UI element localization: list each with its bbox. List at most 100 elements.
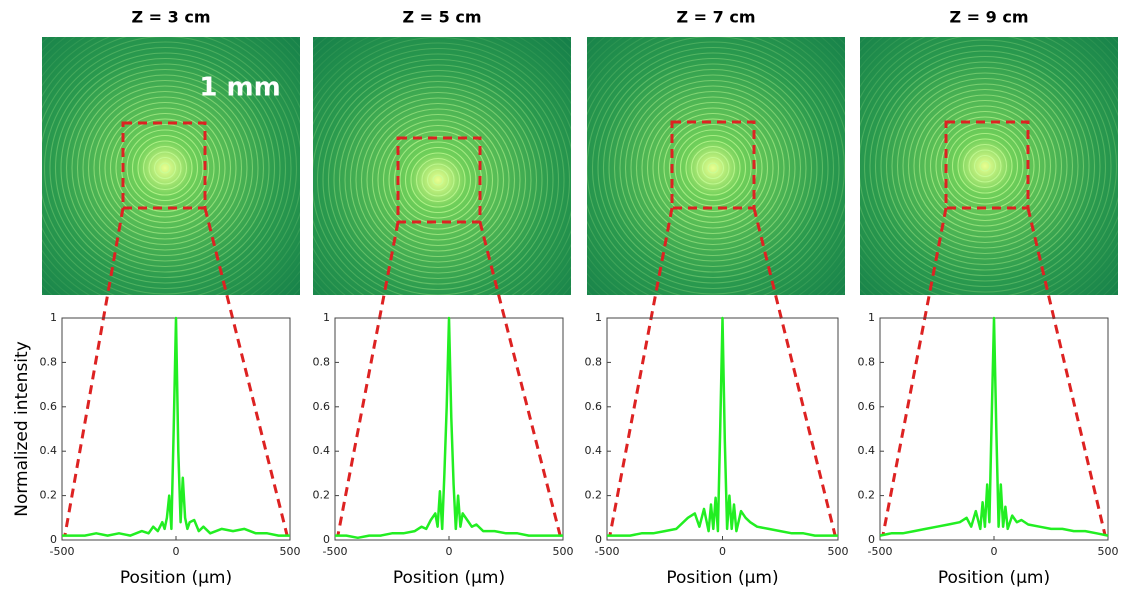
ring — [641, 96, 785, 240]
y-tick-label: 0 — [595, 533, 602, 546]
zoom-box — [396, 136, 482, 224]
y-tick-label: 1 — [323, 311, 330, 324]
ring — [313, 47, 571, 295]
ring — [630, 85, 796, 251]
ring — [366, 108, 510, 252]
zoom-line — [478, 221, 562, 536]
image-glow — [860, 37, 1118, 295]
y-tick-label: 0.8 — [40, 355, 58, 368]
ring — [979, 160, 991, 172]
ring — [896, 77, 1074, 255]
ring — [608, 63, 818, 273]
ring — [87, 90, 243, 246]
x-tick-label: -500 — [868, 545, 893, 558]
ring — [885, 66, 1085, 266]
zoom-line — [1026, 207, 1107, 536]
ring — [338, 80, 538, 280]
ring — [860, 37, 1118, 295]
ring — [432, 174, 444, 186]
ring — [613, 68, 813, 268]
ring — [71, 74, 259, 262]
ring — [426, 168, 450, 192]
ring — [377, 119, 499, 241]
y-tick-label: 1 — [868, 311, 875, 324]
y-tick-label: 0.8 — [858, 355, 876, 368]
ring — [657, 112, 769, 224]
ring — [109, 112, 221, 224]
ring — [707, 162, 719, 174]
ring — [690, 145, 736, 191]
ring — [918, 99, 1052, 233]
profile-line — [607, 316, 838, 537]
ring — [60, 63, 270, 273]
ring — [602, 57, 824, 279]
ring — [902, 83, 1068, 249]
y-tick-label: 0.8 — [313, 355, 331, 368]
ring — [344, 86, 532, 274]
image-glow — [587, 37, 845, 295]
y-tick-label: 0.2 — [858, 489, 876, 502]
ring — [82, 85, 248, 251]
ring — [415, 157, 461, 203]
ring — [131, 134, 199, 202]
ring — [619, 74, 807, 262]
ring — [962, 143, 1008, 189]
ring — [924, 105, 1046, 227]
ring — [913, 94, 1057, 238]
y-tick-label: 0.6 — [40, 400, 58, 413]
ring — [76, 79, 254, 257]
ring — [313, 42, 571, 295]
ring — [137, 140, 193, 196]
ring — [624, 79, 802, 257]
x-tick-label: 0 — [991, 545, 998, 558]
y-tick-label: 1 — [50, 311, 57, 324]
ring — [360, 102, 516, 258]
y-tick-label: 0.8 — [585, 355, 603, 368]
ring — [410, 152, 466, 208]
ring — [951, 132, 1019, 200]
ring — [973, 154, 997, 178]
ring-image — [42, 37, 300, 295]
ring — [93, 96, 237, 240]
ring — [327, 69, 549, 291]
y-tick-label: 0.4 — [40, 444, 58, 457]
ring — [333, 75, 543, 285]
ring — [43, 46, 287, 290]
x-tick-label: 0 — [446, 545, 453, 558]
zoom-line — [63, 207, 125, 536]
profile-line — [879, 316, 1109, 537]
y-tick-label: 0 — [50, 533, 57, 546]
x-tick-label: 500 — [553, 545, 574, 558]
ring — [869, 50, 1101, 282]
panel-title: Z = 5 cm — [402, 8, 481, 27]
ring — [355, 97, 521, 263]
ring — [674, 129, 752, 207]
y-tick-label: 0.4 — [858, 444, 876, 457]
ring-image — [860, 37, 1118, 295]
x-axis-label: Position (μm) — [393, 568, 505, 588]
ring — [126, 129, 204, 207]
y-tick-label: 0.2 — [40, 489, 58, 502]
profile-line — [335, 316, 563, 540]
ring — [142, 145, 188, 191]
image-glow — [42, 37, 300, 295]
y-tick-label: 0.6 — [858, 400, 876, 413]
panel-title: Z = 7 cm — [676, 8, 755, 27]
ring — [313, 53, 565, 295]
zoom-box — [121, 121, 207, 210]
x-axis-label: Position (μm) — [938, 568, 1050, 588]
ring — [663, 118, 763, 218]
x-tick-label: 500 — [828, 545, 849, 558]
ring — [929, 110, 1041, 222]
zoom-line — [752, 207, 837, 536]
ring — [935, 116, 1035, 216]
ring — [42, 41, 292, 295]
y-tick-label: 0.6 — [585, 400, 603, 413]
ring — [957, 138, 1013, 194]
image-glow — [313, 37, 571, 295]
y-tick-label: 0 — [868, 533, 875, 546]
ring — [668, 123, 758, 213]
ring — [54, 57, 276, 279]
ring — [968, 149, 1002, 183]
ring — [42, 37, 298, 295]
